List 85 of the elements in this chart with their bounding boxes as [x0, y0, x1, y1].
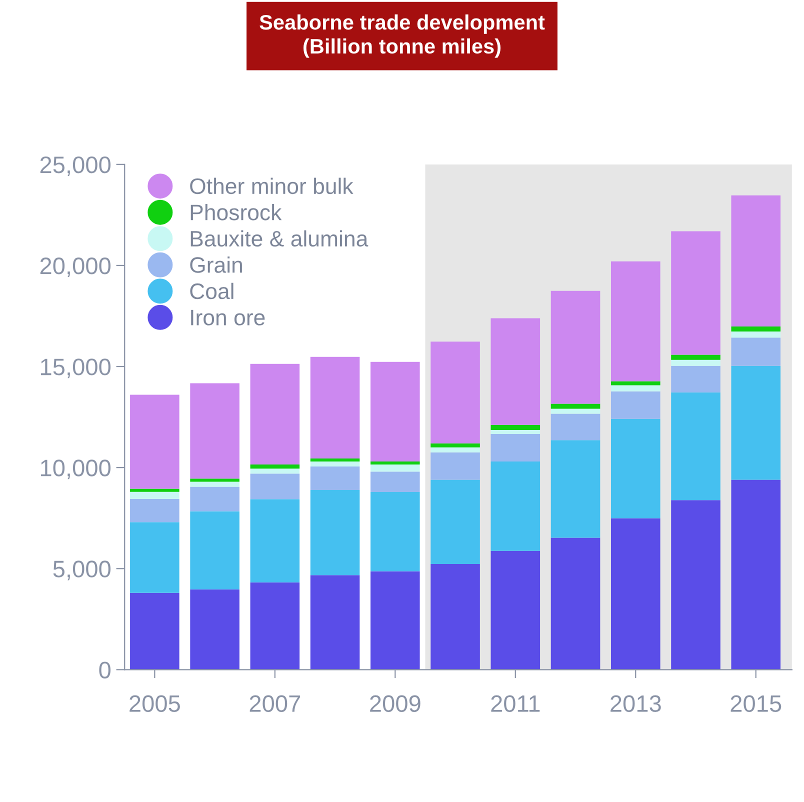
legend-label: Iron ore	[191, 310, 265, 326]
bar	[370, 464, 420, 472]
bar	[430, 443, 480, 448]
bar	[250, 468, 300, 474]
bar	[190, 478, 240, 482]
bar	[550, 404, 600, 409]
bar	[490, 550, 540, 670]
bar	[731, 338, 781, 366]
bar	[190, 383, 240, 479]
y-tick-label: 25,000	[40, 156, 111, 176]
x-tick-label: 2007	[250, 695, 300, 712]
bar	[370, 462, 420, 465]
bar	[671, 360, 720, 366]
y-tick-label: 15,000	[41, 358, 111, 378]
bar	[671, 354, 720, 360]
bar	[550, 290, 600, 404]
bar	[250, 582, 300, 670]
bar	[310, 575, 360, 670]
bar	[370, 492, 420, 572]
bar	[671, 500, 720, 670]
bar	[130, 522, 180, 593]
bar	[370, 362, 420, 462]
bar	[310, 462, 360, 467]
bar	[130, 592, 180, 670]
bar	[310, 356, 360, 458]
bar	[671, 231, 720, 355]
y-tick-label: 0	[99, 662, 111, 678]
chart-title: Seaborne trade development (Billion tonne miles)	[260, 14, 545, 58]
bar	[130, 394, 180, 489]
bar	[550, 538, 600, 670]
x-tick-label: 2005	[130, 695, 180, 712]
bar	[550, 414, 600, 440]
bar	[731, 480, 781, 670]
bar	[430, 564, 480, 670]
legend-label: Phosrock	[190, 204, 282, 220]
y-tick-label: 20,000	[40, 258, 111, 278]
bar	[250, 474, 300, 500]
x-tick-label: 2011	[491, 695, 540, 712]
bar	[430, 342, 480, 444]
bar	[310, 458, 360, 462]
bar	[550, 440, 600, 538]
y-tick-label: 5,000	[53, 560, 111, 580]
bar	[430, 447, 480, 452]
bar	[490, 434, 540, 462]
bar	[490, 318, 540, 425]
bar	[731, 332, 781, 338]
bar	[250, 499, 300, 582]
bar	[130, 498, 180, 522]
bar	[610, 385, 660, 392]
bar	[731, 326, 781, 332]
x-tick-label: 2009	[370, 695, 420, 712]
bar	[550, 408, 600, 414]
bar	[190, 482, 240, 487]
legend-label: Other minor bulk	[190, 178, 354, 194]
bar	[671, 366, 720, 392]
bar	[610, 391, 660, 419]
bar	[610, 418, 660, 518]
legend-label: Bauxite & alumina	[190, 230, 368, 247]
bar	[731, 366, 781, 480]
bar	[610, 261, 660, 382]
bar	[190, 511, 240, 590]
bar	[250, 364, 300, 465]
bar	[190, 486, 240, 512]
bar	[430, 480, 480, 564]
y-tick-label: 10,000	[41, 460, 111, 480]
bar	[490, 462, 540, 551]
bar	[671, 392, 720, 500]
bar	[370, 472, 420, 492]
bar	[430, 452, 480, 480]
bar	[490, 424, 540, 430]
legend-label: Grain	[190, 256, 242, 273]
bar	[490, 430, 540, 434]
x-tick-label: 2015	[730, 695, 782, 712]
x-tick-label: 2013	[610, 695, 661, 712]
bar	[310, 466, 360, 490]
bar	[370, 571, 420, 670]
bar	[130, 488, 180, 492]
bar	[190, 589, 240, 670]
bar	[610, 518, 660, 670]
bar	[130, 492, 180, 499]
bar	[610, 381, 660, 386]
bar	[310, 490, 360, 576]
bar	[731, 195, 781, 326]
legend-label: Coal	[190, 282, 234, 300]
bar	[250, 464, 300, 469]
